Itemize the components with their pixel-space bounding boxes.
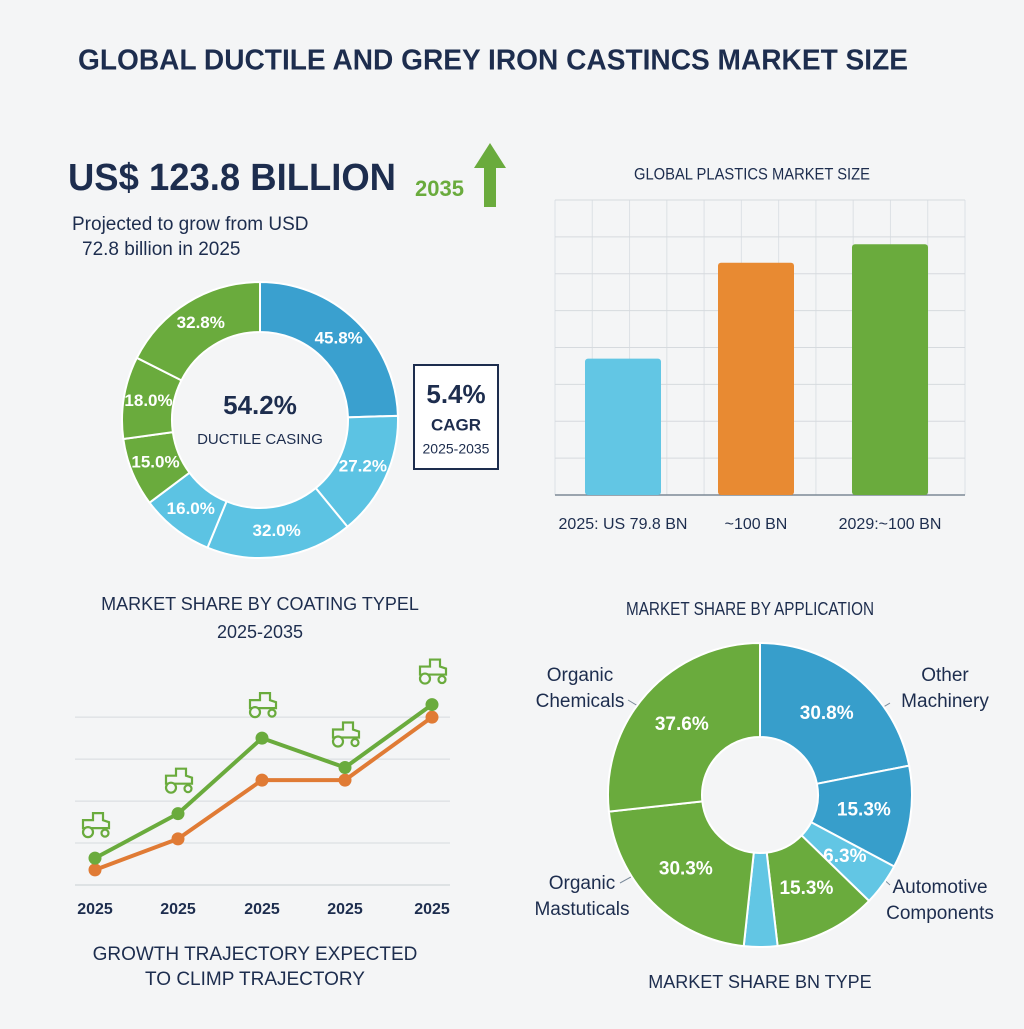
tractor-wheel: [331, 735, 345, 748]
tractor-wheel: [248, 706, 262, 719]
tractor-icon: [418, 658, 448, 685]
x-tick-label: 2025: US 79.8 BN: [559, 516, 688, 533]
series-point: [425, 710, 439, 724]
x-tick-label: 2029:~100 BN: [839, 516, 942, 533]
annotation: Chemicals: [536, 691, 625, 712]
donut-label: 30.8%: [800, 703, 854, 724]
donut-label: 15.3%: [779, 878, 833, 899]
chart-caption: TO CLIMP TRAJECTORY: [145, 969, 365, 990]
x-tick-label: 2025: [327, 901, 363, 918]
tractor-wheel: [350, 737, 360, 748]
series-point: [255, 731, 269, 745]
donut-slice: [607, 641, 761, 813]
tractor-icon: [331, 721, 361, 748]
donut-slice: [607, 800, 755, 948]
donut-label: 45.8%: [315, 328, 363, 347]
chart-title: GLOBAL PLASTICS MARKET SIZE: [634, 164, 870, 183]
tractor-icon: [164, 767, 194, 794]
series-point: [255, 773, 269, 787]
tractor-wheel: [267, 708, 277, 718]
bar: [585, 358, 661, 495]
donut-label: 27.2%: [339, 456, 387, 475]
cagr-rate: 5.4%: [426, 379, 485, 409]
main-title: GLOBAL DUCTILE AND GREY IRON CASTINCS MA…: [78, 45, 908, 77]
x-tick-label: 2025: [77, 901, 113, 918]
series-point: [338, 773, 352, 787]
donut-slice: [759, 641, 911, 785]
tractor-wheel: [81, 826, 95, 839]
tractor-wheel: [418, 672, 432, 685]
donut-label: 32.0%: [253, 521, 301, 540]
annotation: Organic: [549, 873, 616, 894]
donut-label: 30.3%: [659, 858, 713, 879]
annotation: Organic: [547, 665, 614, 686]
tractor-wheel: [100, 828, 110, 838]
x-tick-label: ~100 BN: [725, 516, 788, 533]
tractor-body: [81, 812, 111, 830]
donut-label: 18.0%: [124, 391, 172, 410]
cagr-box: [413, 364, 499, 470]
series-point: [88, 851, 102, 865]
series-point: [338, 761, 352, 775]
donut-center-label: DUCTILE CASING: [197, 431, 323, 448]
annotation: Components: [886, 903, 994, 924]
headline-amount: US$ 123.8 BILLION: [68, 157, 396, 199]
annotation: Other: [921, 665, 969, 686]
annotation: Machinery: [901, 691, 989, 712]
donut-label: 15.3%: [837, 799, 891, 820]
cagr-period: 2025-2035: [423, 441, 490, 457]
up-arrow: [474, 143, 506, 207]
headline-note: Projected to grow from USD: [72, 214, 309, 235]
series-point: [171, 832, 185, 846]
series-point: [171, 807, 185, 821]
tractor-wheel: [164, 781, 178, 794]
chart-caption: MARKET SHARE BN TYPE: [648, 972, 871, 992]
donut-label: 15.0%: [131, 452, 179, 471]
tractor-icon: [81, 812, 111, 839]
donut-label: 16.0%: [167, 499, 215, 518]
tractor-body: [248, 692, 278, 710]
headline-year: 2035: [415, 176, 464, 201]
donut-slice: [135, 280, 261, 382]
series-point: [88, 863, 102, 877]
donut-label: 6.3%: [823, 846, 866, 867]
chart-caption: MARKET SHARE BY COATING TYPEL: [101, 594, 419, 614]
tractor-wheel: [437, 674, 447, 685]
x-tick-label: 2025: [244, 901, 280, 918]
bar: [718, 262, 794, 495]
tractor-body: [331, 721, 361, 739]
tractor-wheel: [183, 784, 193, 794]
tractor-body: [418, 658, 448, 676]
chart-caption: GROWTH TRAJECTORY EXPECTED: [93, 944, 418, 965]
annotation: Automotive: [892, 877, 987, 898]
chart-caption: 2025-2035: [217, 622, 303, 642]
bar: [852, 244, 928, 495]
x-tick-label: 2025: [160, 901, 196, 918]
x-tick-label: 2025: [414, 901, 450, 918]
donut-label: 32.8%: [177, 313, 225, 332]
headline-note: 72.8 billion in 2025: [82, 239, 240, 260]
cagr-label: CAGR: [431, 415, 481, 434]
annotation: Mastuticals: [534, 899, 629, 920]
donut-center-value: 54.2%: [223, 390, 297, 420]
tractor-body: [164, 767, 194, 785]
chart-title: MARKET SHARE BY APPLICATION: [626, 599, 874, 619]
series-point: [425, 698, 439, 712]
tractor-icon: [248, 692, 278, 719]
donut-label: 37.6%: [655, 714, 709, 735]
